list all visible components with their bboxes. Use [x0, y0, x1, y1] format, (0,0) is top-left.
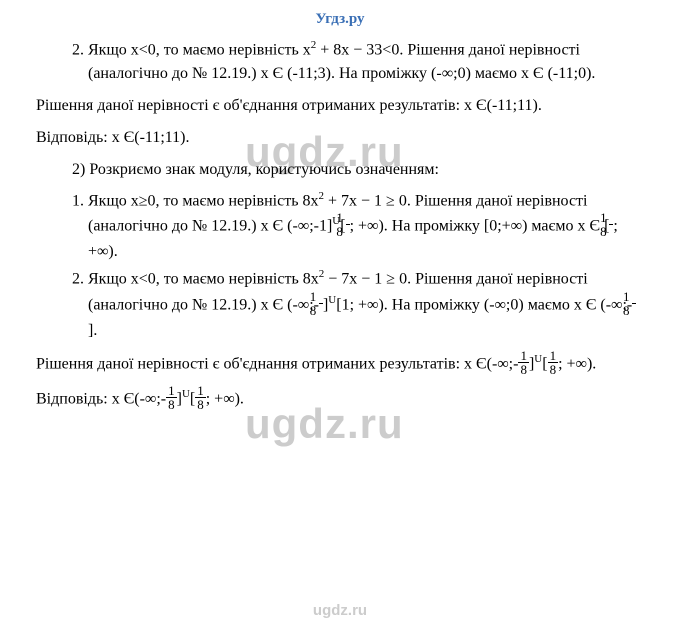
- page-header: Угдз.ру: [36, 8, 644, 31]
- frac-1-8: 18: [319, 290, 323, 317]
- para-answer-2-a: Відповідь: x Є(-∞;-: [36, 390, 166, 407]
- item-2paren-num: 2): [72, 161, 85, 178]
- sub-item-1-num: 1.: [72, 192, 84, 209]
- para-answer-2-d: ; +∞).: [206, 390, 244, 407]
- sub-item-2-d: [1; +∞). На проміжку (-∞;0) маємо x Є (-…: [336, 296, 632, 313]
- para-answer-2: Відповідь: x Є(-∞;-18]U[18; +∞).: [36, 386, 644, 413]
- para-result-2-d: ; +∞).: [558, 355, 596, 372]
- frac-1-8: 18: [548, 349, 559, 376]
- sub-item-1-d: ; +∞). На проміжку [0;+∞) маємо x Є [: [350, 217, 610, 234]
- sub-item-2: 2. Якщо x<0, то маємо нерівність 8x2 − 7…: [36, 266, 644, 342]
- sub-item-1: 1. Якщо x≥0, то маємо нерівність 8x2 + 7…: [36, 188, 644, 264]
- frac-1-8: 18: [195, 384, 206, 411]
- frac-1-8: 18: [166, 384, 177, 411]
- item-2paren-text: Розкриємо знак модуля, користуючись озна…: [89, 161, 439, 178]
- para-result-2-a: Рішення даної нерівності є об'єднання от…: [36, 355, 518, 372]
- frac-1-8: 18: [346, 211, 350, 238]
- item-2-num: 2.: [72, 41, 84, 58]
- item-2paren: 2) Розкриємо знак модуля, користуючись о…: [36, 158, 644, 182]
- para-answer-1: Відповідь: x Є(-11;11).: [36, 126, 644, 150]
- para-result-2: Рішення даної нерівності є об'єднання от…: [36, 351, 644, 378]
- sub-item-2-a: Якщо x<0, то маємо нерівність 8x: [88, 271, 319, 288]
- frac-1-8: 18: [518, 349, 529, 376]
- item-2: 2. Якщо x<0, то маємо нерівність x2 + 8x…: [36, 37, 644, 86]
- sub-item-1-a: Якщо x≥0, то маємо нерівність 8x: [88, 192, 319, 209]
- sub-item-2-e: ].: [88, 322, 97, 339]
- sub-item-2-num: 2.: [72, 271, 84, 288]
- item-2-text-a: Якщо x<0, то маємо нерівність x: [88, 41, 311, 58]
- cup: U: [182, 388, 190, 400]
- frac-1-8: 18: [632, 290, 636, 317]
- watermark-footer: ugdz.ru: [0, 602, 680, 619]
- frac-1-8: 18: [609, 211, 613, 238]
- para-result-1: Рішення даної нерівності є об'єднання от…: [36, 94, 644, 118]
